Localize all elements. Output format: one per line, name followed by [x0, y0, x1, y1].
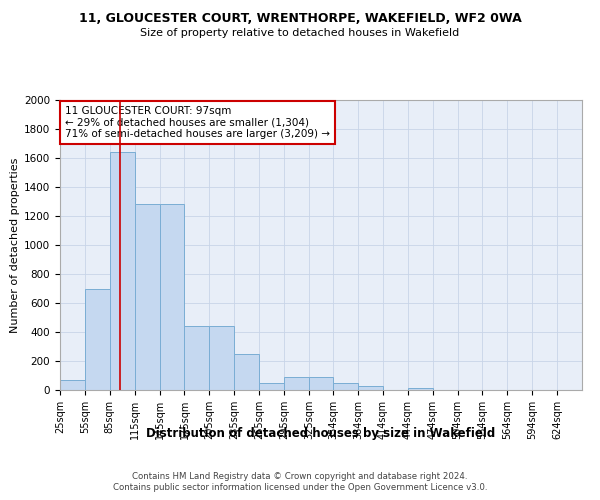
Bar — [284, 377, 309, 390]
Bar — [110, 152, 134, 390]
Text: 11, GLOUCESTER COURT, WRENTHORPE, WAKEFIELD, WF2 0WA: 11, GLOUCESTER COURT, WRENTHORPE, WAKEFI… — [79, 12, 521, 26]
Text: Distribution of detached houses by size in Wakefield: Distribution of detached houses by size … — [146, 428, 496, 440]
Text: Size of property relative to detached houses in Wakefield: Size of property relative to detached ho… — [140, 28, 460, 38]
Text: 11 GLOUCESTER COURT: 97sqm
← 29% of detached houses are smaller (1,304)
71% of s: 11 GLOUCESTER COURT: 97sqm ← 29% of deta… — [65, 106, 330, 139]
Bar — [408, 388, 433, 390]
Text: Contains HM Land Registry data © Crown copyright and database right 2024.: Contains HM Land Registry data © Crown c… — [132, 472, 468, 481]
Text: Contains public sector information licensed under the Open Government Licence v3: Contains public sector information licen… — [113, 484, 487, 492]
Bar — [184, 326, 209, 390]
Bar — [358, 386, 383, 390]
Bar — [160, 204, 184, 390]
Bar — [85, 288, 110, 390]
Bar — [234, 354, 259, 390]
Bar — [259, 383, 284, 390]
Bar — [309, 377, 333, 390]
Bar — [333, 383, 358, 390]
Bar — [209, 326, 234, 390]
Bar — [60, 380, 85, 390]
Y-axis label: Number of detached properties: Number of detached properties — [10, 158, 20, 332]
Bar — [134, 204, 160, 390]
